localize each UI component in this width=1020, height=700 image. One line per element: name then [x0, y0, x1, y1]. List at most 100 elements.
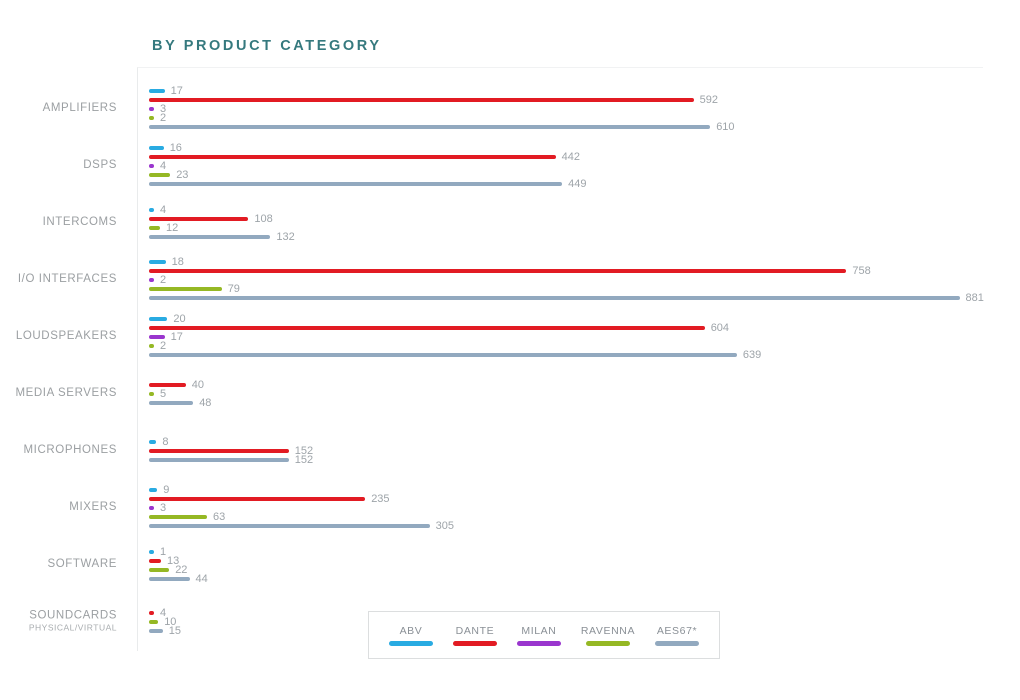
category-label: I/O INTERFACES	[17, 273, 117, 285]
bar-row: 63	[149, 512, 454, 523]
bar-aes67	[149, 577, 190, 581]
bar-row: 13	[149, 555, 208, 567]
bar-milan	[149, 278, 154, 282]
bar-dante	[149, 559, 161, 563]
bar-value-label: 17	[170, 85, 183, 97]
bar-row: 1	[149, 546, 208, 558]
bar-value-label: 22	[175, 564, 188, 576]
legend-swatch	[388, 640, 433, 646]
category-label: MICROPHONES	[23, 444, 117, 456]
bar-row: 4	[149, 608, 181, 619]
bar-value-label: 2	[160, 274, 167, 286]
legend-item-ravenna: RAVENNA	[581, 625, 635, 646]
bar-dante	[149, 326, 705, 330]
bar-value-label: 3	[160, 502, 167, 514]
bar-value-label: 758	[852, 265, 871, 277]
legend-label: RAVENNA	[580, 624, 636, 637]
legend-swatch	[452, 640, 497, 646]
category-label: MEDIA SERVERS	[15, 387, 117, 399]
bar-dante	[149, 155, 556, 159]
category-sublabel: PHYSICAL/VIRTUAL	[28, 622, 117, 633]
bar-value-label: 610	[716, 121, 735, 133]
bar-row: 44	[149, 573, 208, 585]
bar-ravenna	[149, 173, 171, 177]
bar-value-label: 13	[167, 555, 180, 567]
bar-row: 48	[149, 398, 211, 409]
legend-label: ABV	[399, 624, 423, 637]
bar-aes67	[149, 235, 271, 239]
bar-value-label: 1	[160, 546, 167, 558]
bar-row: 16	[149, 142, 586, 154]
bar-ravenna	[149, 344, 154, 348]
legend: ABV DANTE MILAN RAVENNA AES67*	[368, 611, 720, 659]
bar-value-label: 881	[965, 292, 984, 304]
bar-row: 17	[149, 85, 735, 97]
bar-value-label: 15	[168, 625, 182, 637]
bar-row: 442	[149, 152, 586, 163]
bar-value-label: 152	[294, 454, 314, 466]
bar-row: 152	[149, 445, 314, 457]
bar-aes67	[149, 182, 563, 186]
bar-group: 18 758 2 79 881	[149, 257, 984, 305]
bar-aes67	[149, 524, 430, 528]
bar-aes67	[149, 458, 289, 462]
bar-row: 15	[149, 625, 182, 637]
bar-row: 610	[149, 121, 735, 133]
bar-group: 9 235 3 63 305	[149, 484, 454, 533]
bar-dante	[149, 269, 847, 273]
bar-dante	[149, 217, 249, 221]
bar-row: 12	[149, 222, 295, 234]
bar-row: 10	[149, 617, 181, 628]
bar-milan	[149, 164, 154, 168]
bar-value-label: 152	[294, 445, 314, 457]
bar-value-label: 44	[195, 573, 208, 585]
bar-group: 17 592 3 2 610	[149, 85, 735, 134]
bar-row: 132	[149, 231, 295, 243]
bar-dante	[149, 383, 186, 387]
bar-aes67	[149, 353, 737, 357]
legend-item-dante: DANTE	[452, 625, 497, 646]
bar-value-label: 132	[276, 231, 295, 243]
bar-aes67	[149, 125, 711, 129]
bar-value-label: 305	[435, 520, 454, 532]
bar-value-label: 9	[163, 484, 170, 496]
bar-abv	[149, 89, 165, 93]
bar-milan	[149, 506, 154, 510]
bar-value-label: 16	[169, 142, 182, 154]
category-label: AMPLIFIERS	[42, 102, 117, 114]
category-label: SOUNDCARDS PHYSICAL/VIRTUAL	[0, 609, 117, 634]
bar-dante	[149, 611, 154, 615]
bar-dante	[149, 98, 694, 102]
legend-swatch	[655, 640, 700, 646]
bar-value-label: 2	[160, 112, 167, 124]
legend-label: MILAN	[521, 624, 557, 637]
category-labels-column: AMPLIFIERS DSPS INTERCOMS I/O INTERFACES LOU…	[0, 0, 127, 700]
bar-ravenna	[149, 287, 222, 291]
bar-row: 235	[149, 494, 454, 505]
bar-group: 16 442 4 23 449	[149, 142, 586, 191]
bar-milan	[149, 107, 154, 111]
bar-ravenna	[149, 392, 154, 396]
bar-row: 17	[149, 332, 761, 343]
bar-milan	[149, 335, 165, 339]
bar-row: 9	[149, 484, 454, 496]
bar-value-label: 8	[162, 436, 169, 448]
bar-value-label: 12	[166, 222, 179, 234]
bar-row: 8	[149, 436, 313, 448]
bar-abv	[149, 550, 154, 554]
bar-row: 22	[149, 564, 208, 576]
bar-abv	[149, 488, 158, 492]
bar-ravenna	[149, 515, 207, 519]
bar-value-label: 3	[160, 103, 167, 115]
category-label: SOFTWARE	[47, 558, 117, 570]
bar-abv	[149, 317, 168, 321]
bar-row: 152	[149, 454, 314, 466]
legend-label: AES67*	[656, 624, 698, 637]
legend-item-aes67: AES67*	[655, 624, 700, 646]
bar-row: 23	[149, 170, 586, 181]
bar-group: 20 604 17 2 639	[149, 313, 761, 362]
bar-aes67	[149, 629, 163, 633]
bar-value-label: 20	[173, 313, 186, 325]
bar-row: 3	[149, 103, 735, 115]
bar-value-label: 4	[160, 204, 167, 216]
